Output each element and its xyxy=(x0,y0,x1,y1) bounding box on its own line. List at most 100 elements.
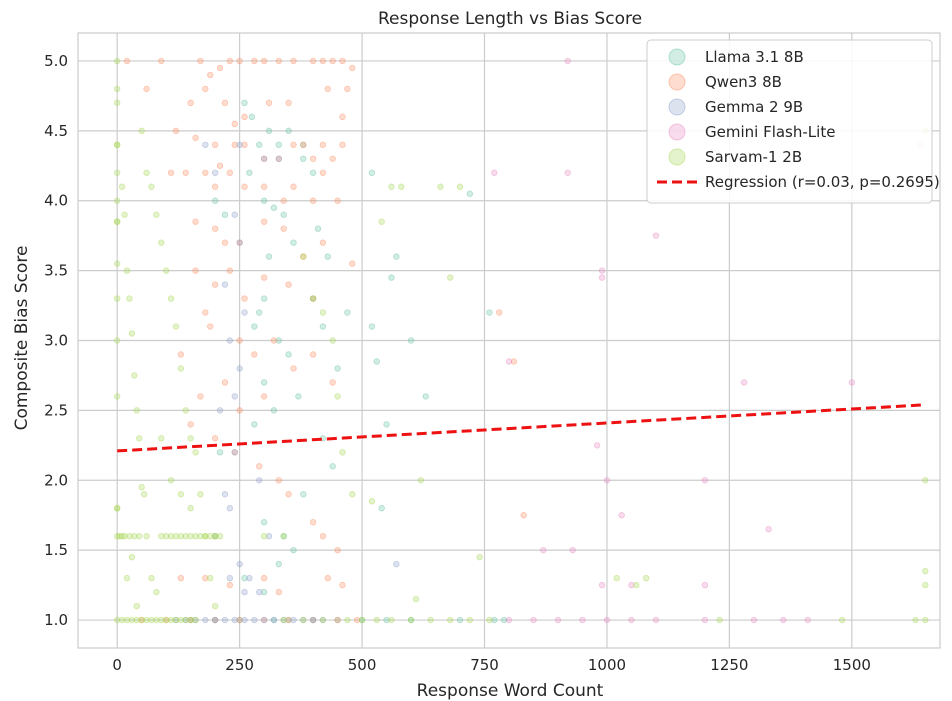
data-point xyxy=(320,310,326,316)
data-point xyxy=(394,561,400,567)
data-point xyxy=(183,408,189,414)
data-point xyxy=(261,533,267,539)
data-point xyxy=(129,331,135,337)
data-point xyxy=(604,617,610,623)
data-point xyxy=(222,240,228,246)
y-tick-label: 5.0 xyxy=(44,52,68,70)
data-point xyxy=(281,617,287,623)
data-point xyxy=(320,324,326,330)
data-point xyxy=(149,575,155,581)
data-point xyxy=(340,142,346,148)
legend-marker xyxy=(669,74,685,90)
data-point xyxy=(702,477,708,483)
data-point xyxy=(359,617,365,623)
data-point xyxy=(256,142,262,148)
data-point xyxy=(203,310,209,316)
data-point xyxy=(849,380,855,386)
data-point xyxy=(913,617,919,623)
data-point xyxy=(227,505,233,511)
data-point xyxy=(144,533,150,539)
data-point xyxy=(261,198,267,204)
data-point xyxy=(492,170,498,176)
data-point xyxy=(349,491,355,497)
data-point xyxy=(222,100,228,106)
data-point xyxy=(271,338,277,344)
data-point xyxy=(198,491,204,497)
data-point xyxy=(291,366,297,372)
data-point xyxy=(203,617,209,623)
data-point xyxy=(207,324,213,330)
data-point xyxy=(565,170,571,176)
data-point xyxy=(374,617,380,623)
data-point xyxy=(320,240,326,246)
data-point xyxy=(281,198,287,204)
data-point xyxy=(629,617,635,623)
data-point xyxy=(369,498,375,504)
data-point xyxy=(136,533,142,539)
data-point xyxy=(163,268,169,274)
x-tick-label: 1500 xyxy=(833,656,871,674)
data-point xyxy=(291,58,297,64)
data-point xyxy=(154,589,160,595)
data-point xyxy=(266,254,272,260)
data-point xyxy=(212,436,218,442)
data-point xyxy=(237,366,243,372)
data-point xyxy=(247,575,253,581)
data-point xyxy=(447,617,453,623)
data-point xyxy=(217,408,223,414)
data-point xyxy=(506,359,512,365)
data-point xyxy=(839,617,845,623)
data-point xyxy=(222,212,228,218)
data-point xyxy=(320,617,326,623)
data-point xyxy=(232,617,238,623)
data-point xyxy=(227,268,233,274)
data-point xyxy=(188,100,194,106)
data-point xyxy=(227,575,233,581)
data-point xyxy=(261,519,267,525)
x-tick-label: 1000 xyxy=(588,656,626,674)
data-point xyxy=(565,58,571,64)
data-point xyxy=(237,58,243,64)
data-point xyxy=(271,617,277,623)
data-point xyxy=(119,184,125,190)
data-point xyxy=(212,533,218,539)
legend-label: Sarvam-1 2B xyxy=(705,148,802,166)
data-point xyxy=(217,450,223,456)
data-point xyxy=(124,575,130,581)
data-point xyxy=(320,170,326,176)
data-point xyxy=(330,380,336,386)
data-point xyxy=(261,219,267,225)
data-point xyxy=(805,617,811,623)
data-point xyxy=(261,575,267,581)
data-point xyxy=(408,617,414,623)
data-point xyxy=(168,170,174,176)
legend-label: Gemma 2 9B xyxy=(705,98,803,116)
data-point xyxy=(114,142,120,148)
data-point xyxy=(291,240,297,246)
data-point xyxy=(203,142,209,148)
data-point xyxy=(114,198,120,204)
data-point xyxy=(193,219,199,225)
data-point xyxy=(198,58,204,64)
data-point xyxy=(212,170,218,176)
data-point xyxy=(242,589,248,595)
data-point xyxy=(438,184,444,190)
data-point xyxy=(178,491,184,497)
data-point xyxy=(320,58,326,64)
data-point xyxy=(158,240,164,246)
data-point xyxy=(300,491,306,497)
data-point xyxy=(261,184,267,190)
data-point xyxy=(114,505,120,511)
data-point xyxy=(496,310,502,316)
data-point xyxy=(281,226,287,232)
data-point xyxy=(643,575,649,581)
data-point xyxy=(242,114,248,120)
data-point xyxy=(281,212,287,218)
data-point xyxy=(330,463,336,469)
data-point xyxy=(256,477,262,483)
data-point xyxy=(780,617,786,623)
data-point xyxy=(114,58,120,64)
data-point xyxy=(271,205,277,211)
data-point xyxy=(369,324,375,330)
data-point xyxy=(261,156,267,162)
